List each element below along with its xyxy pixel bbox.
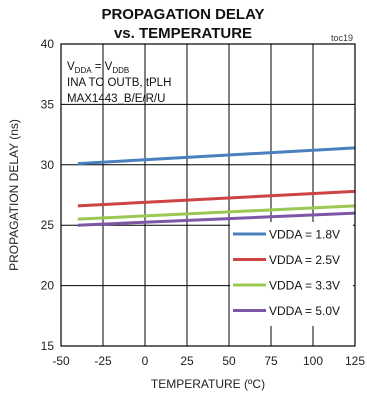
legend-background (230, 222, 353, 326)
x-tick-label: 100 (303, 354, 323, 368)
x-tick-label: 75 (264, 354, 278, 368)
y-tick-label: 35 (41, 97, 55, 111)
legend-label: VDDA = 5.0V (269, 304, 340, 318)
x-tick-labels: -50 -25 0 25 50 75 100 125 (52, 354, 365, 368)
chart-title-line1: PROPAGATION DELAY (101, 6, 264, 23)
x-tick-label: 50 (222, 354, 236, 368)
y-tick-label: 40 (41, 37, 55, 51)
annotation-sub-dda: DDA (75, 66, 93, 75)
condition-annotation: VDDA = VDDB INA TO OUTB, tPLH MAX1443_B/… (67, 61, 171, 105)
series-line-3 (77, 204, 356, 221)
plot-frame (60, 43, 356, 347)
annotation-sub-ddb: DDB (112, 66, 129, 75)
annotation-eq: = V (92, 61, 113, 73)
x-tick-label: -25 (94, 354, 112, 368)
y-tick-labels: 15 20 25 30 35 40 (41, 37, 55, 353)
series-line-2 (77, 189, 356, 208)
x-tick-label: 25 (180, 354, 194, 368)
y-tick-label: 30 (41, 158, 55, 172)
x-tick-label: 125 (345, 354, 365, 368)
annotation-v1: V (67, 61, 75, 73)
legend: VDDA = 1.8V VDDA = 2.5V VDDA = 3.3V VDDA = … (230, 222, 353, 326)
annotation-part: MAX1443_B/E/R/U (67, 93, 165, 105)
legend-label: VDDA = 3.3V (269, 279, 340, 293)
x-axis-label: TEMPERATURE (ºC) (151, 377, 265, 391)
y-axis-label: PROPAGATION DELAY (ns) (7, 119, 21, 271)
chart-tag: toc19 (331, 33, 353, 43)
legend-label: VDDA = 2.5V (269, 253, 340, 267)
legend-label: VDDA = 1.8V (269, 228, 340, 242)
x-tick-label: -50 (52, 354, 70, 368)
annotation-supply-condition: VDDA = VDDB (67, 61, 129, 75)
y-tick-label: 25 (41, 218, 55, 232)
y-tick-label: 20 (41, 279, 55, 293)
x-tick-label: 0 (142, 354, 149, 368)
series-line-1 (77, 146, 356, 166)
series-lines (77, 146, 356, 227)
annotation-path: INA TO OUTB, tPLH (67, 77, 171, 89)
series-line-4 (77, 211, 356, 227)
y-tick-label: 15 (41, 339, 55, 353)
chart-title-line2: vs. TEMPERATURE (114, 25, 252, 42)
